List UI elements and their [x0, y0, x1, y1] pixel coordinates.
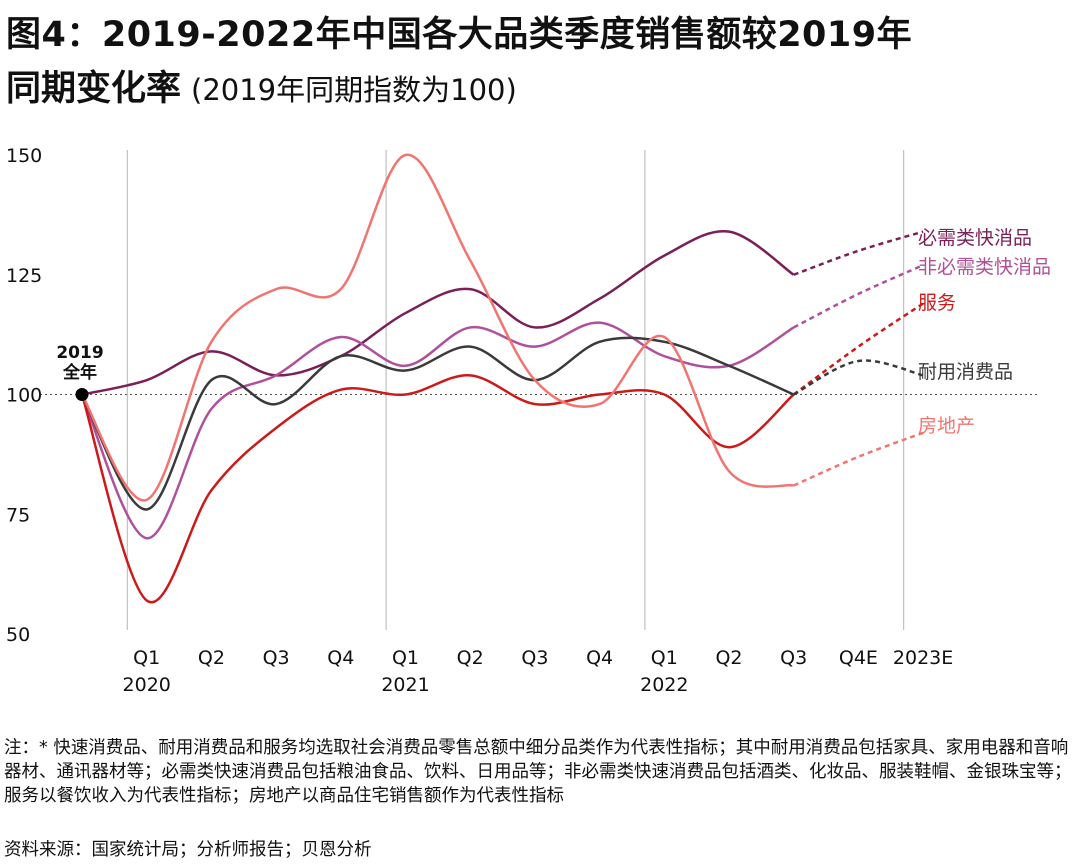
- series-forecast-line: [793, 264, 924, 329]
- series-line: [80, 153, 794, 502]
- series-forecast-line: [792, 302, 924, 396]
- x-tick-label: 2023E: [893, 647, 953, 669]
- line-chart: 50 75 100 125 150 Q1 Q2 Q3 Q4 Q1 Q2 Q3 Q4 Q1 Q2 Q3 Q4E 2…: [6, 145, 1051, 696]
- y-tick-label: 150: [6, 145, 42, 167]
- series-line: [80, 321, 795, 540]
- x-tick-label: Q4: [586, 647, 613, 669]
- x-tick-label: Q4: [327, 647, 354, 669]
- footnote: 注：* 快速消费品、耐用消费品和服务均选取社会消费品零售总额中细分品类作为代表性…: [4, 738, 1072, 806]
- x-tick-label: Q4E: [839, 647, 878, 669]
- x-tick-label: Q2: [198, 647, 225, 669]
- x-tick-label: Q3: [521, 647, 548, 669]
- series-forecast-line: [793, 359, 924, 396]
- x-tick-label: Q1: [392, 647, 419, 669]
- x-year-label: 2021: [381, 674, 429, 696]
- x-tick-label: Q1: [133, 647, 160, 669]
- y-tick-label: 50: [6, 624, 30, 646]
- chart-subtitle: (2019年同期指数为100): [191, 73, 517, 107]
- y-tick-label: 75: [6, 504, 30, 526]
- y-tick-label: 100: [6, 385, 42, 407]
- x-year-label: 2020: [123, 674, 171, 696]
- legend-label: 非必需类快消品: [918, 256, 1051, 278]
- source-note: 资料来源：国家统计局；分析师报告；贝恩分析: [4, 840, 372, 860]
- legend-label: 耐用消费品: [918, 361, 1013, 383]
- y-tick-label: 125: [6, 265, 42, 287]
- legend-label: 必需类快消品: [918, 227, 1032, 249]
- series-line: [81, 230, 795, 396]
- start-point-label: 2019: [56, 343, 103, 363]
- start-point-label: 全年: [62, 362, 97, 383]
- series-forecast-line: [793, 230, 924, 276]
- legend-label: 房地产: [918, 415, 975, 437]
- x-tick-label: Q3: [780, 647, 807, 669]
- series-line: [80, 374, 795, 604]
- chart-title-line2: 同期变化率 (2019年同期指数为100): [6, 60, 517, 111]
- legend-label: 服务: [918, 292, 956, 314]
- x-tick-label: Q2: [457, 647, 484, 669]
- chart-title: 图4：2019-2022年中国各大品类季度销售额较2019年: [6, 15, 913, 55]
- x-tick-label: Q2: [715, 647, 742, 669]
- series-line: [80, 336, 795, 511]
- x-tick-label: Q1: [651, 647, 678, 669]
- chart-title-bold: 同期变化率: [6, 69, 182, 109]
- start-point-marker: [75, 388, 89, 401]
- x-tick-label: Q3: [263, 647, 290, 669]
- x-year-label: 2022: [640, 674, 688, 696]
